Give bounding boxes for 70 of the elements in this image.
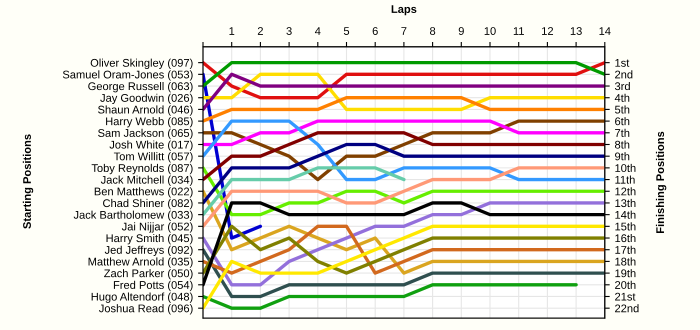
category-label: Fred Potts (054): [114, 280, 193, 292]
line-series: [203, 224, 605, 275]
x-tick-label: 6: [372, 27, 378, 35]
y2-tick-label: 15th: [615, 222, 636, 230]
x-tick-label: 9: [458, 27, 464, 35]
y2-tick-label: 20th: [615, 280, 636, 289]
x-tick-label: 13: [570, 27, 582, 35]
line-series: [203, 60, 605, 100]
y2-axis-title: Finishing Positions: [656, 132, 666, 233]
category-label: Harry Webb (085): [106, 117, 193, 128]
line-series: [203, 166, 605, 216]
category-label: Joshua Read (096): [98, 304, 193, 315]
y2-tick-label: 19th: [615, 269, 636, 278]
category-label: Sam Jackson (065): [98, 128, 193, 140]
y2-tick-label: 16th: [615, 234, 636, 242]
category-label: Toby Reynolds (087): [92, 164, 193, 174]
category-label: Jack Mitchell (034): [100, 176, 193, 186]
category-label: Josh White (017): [109, 140, 193, 151]
y2-tick-label: 12th: [615, 187, 636, 196]
x-tick-label: 3: [286, 27, 292, 35]
y2-tick-label: 11th: [615, 176, 635, 184]
x-tick-label: 12: [542, 27, 554, 35]
category-label: Harry Smith (045): [106, 234, 193, 244]
y2-tick-label: 7th: [615, 128, 630, 137]
y2-tick-label: 9th: [615, 152, 630, 160]
y2-tick-label: 2nd: [615, 70, 632, 78]
category-label: Samuel Oram-Jones (053): [62, 70, 193, 81]
line-series: [203, 224, 605, 310]
category-label: Zach Parker (050): [104, 269, 193, 280]
category-label: Ben Matthews (022): [94, 187, 193, 198]
category-label: Matthew Arnold (035): [88, 257, 193, 268]
category-label: Hugo Altendorf (048): [92, 292, 193, 303]
y2-tick-label: 17th: [615, 246, 636, 254]
y2-tick-label: 1st: [615, 59, 630, 67]
text: Starting Positions: [22, 134, 34, 229]
line-series: [203, 142, 605, 205]
x-tick-label: 4: [314, 27, 321, 35]
y2-tick-label: 4th: [614, 94, 630, 102]
y2-tick-label: 14th: [615, 210, 636, 219]
x-tick-label: 5: [344, 27, 350, 35]
y2-tick-label: 8th: [615, 140, 630, 149]
y2-tick-label: 21st: [615, 292, 636, 301]
x-tick-label: 8: [430, 27, 436, 35]
x-tick-label: 11: [514, 27, 524, 35]
x-tick-label: 2: [258, 27, 263, 35]
category-label: Oliver Skingley (097): [90, 58, 193, 69]
line-series: [203, 131, 605, 182]
category-label: George Russell (063): [88, 82, 193, 92]
category-label: Chad Shiner (082): [103, 198, 193, 210]
y2-tick-label: 3rd: [614, 82, 630, 90]
category-label: Jack Bartholomew (033): [74, 210, 193, 221]
category-label: Jay Goodwin (026): [100, 94, 193, 104]
line-series: [203, 190, 605, 275]
y2-tick-label: 5th: [614, 105, 630, 114]
x-axis-title: Laps: [392, 5, 416, 16]
x-tick-label: 1: [229, 27, 234, 35]
x-tick-label: 7: [401, 27, 406, 35]
y2-tick-label: 6th: [615, 117, 630, 126]
y2-tick-label: 18th: [615, 257, 636, 266]
category-label: Shaun Arnold (046): [98, 105, 193, 116]
line-series: [203, 166, 605, 228]
x-tick-label: 14: [599, 27, 611, 35]
line-series: [203, 248, 605, 298]
y2-tick-label: 10th: [615, 164, 636, 172]
category-label: Jed Jeffreys (092): [104, 246, 193, 256]
x-tick-label: 10: [484, 27, 496, 35]
category-label: Tom Willitt (057): [114, 152, 193, 163]
y2-tick-label: 22nd: [615, 304, 639, 312]
category-label: Jai Nijjar (052): [122, 222, 193, 233]
y2-tick-label: 13th: [615, 198, 636, 208]
